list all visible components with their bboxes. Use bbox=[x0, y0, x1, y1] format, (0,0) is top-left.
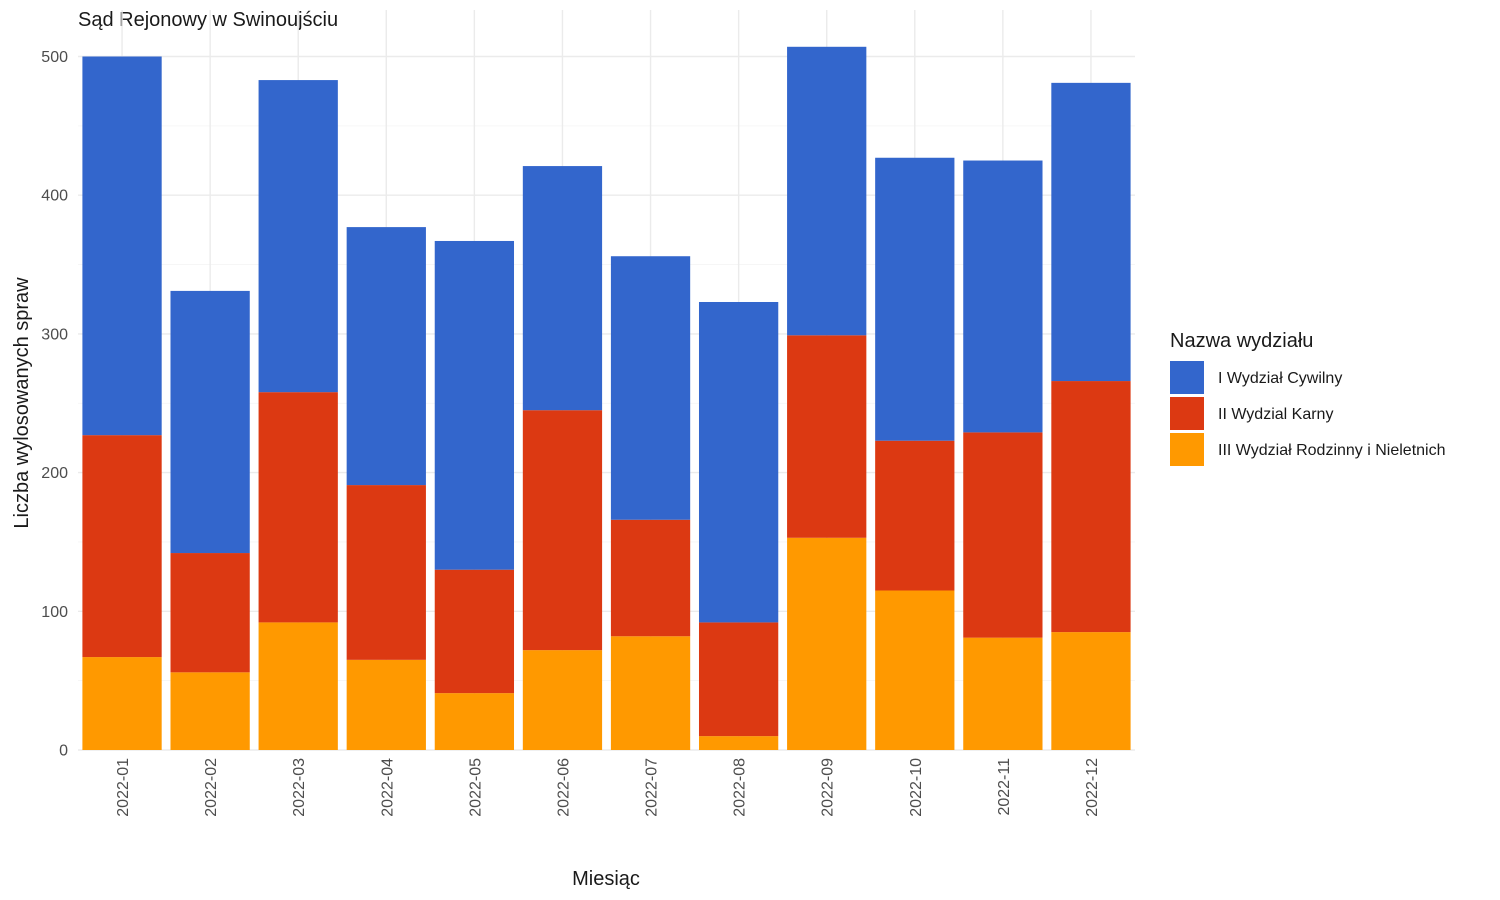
x-tick-label: 2022-09 bbox=[820, 758, 837, 817]
bar-segment bbox=[1051, 632, 1131, 750]
bar-segment bbox=[787, 335, 867, 538]
bar-segment bbox=[1051, 82, 1131, 382]
bar-segment bbox=[875, 440, 955, 591]
x-tick-label: 2022-12 bbox=[1084, 758, 1101, 817]
legend-swatch bbox=[1170, 397, 1204, 430]
bar-segment bbox=[170, 553, 250, 673]
bar-segment bbox=[787, 46, 867, 336]
bar-segment bbox=[258, 622, 338, 750]
bar-segment bbox=[610, 636, 691, 750]
bar-segment bbox=[1051, 381, 1131, 633]
bar-segment bbox=[82, 56, 162, 436]
bar-segment bbox=[434, 693, 515, 750]
bar-segment bbox=[346, 659, 426, 750]
bar-segment bbox=[610, 519, 691, 637]
bar-segment bbox=[434, 569, 515, 694]
legend-label: I Wydział Cywilny bbox=[1218, 370, 1342, 387]
bar-segment bbox=[522, 410, 603, 651]
legend-title: Nazwa wydziału bbox=[1170, 330, 1313, 352]
legend-label: III Wydział Rodzinny i Nieletnich bbox=[1218, 442, 1446, 459]
x-axis-ticks: 2022-01 2022-02 2022-03 2022-04 2022-05 2022-… bbox=[115, 758, 1101, 817]
bar-segment bbox=[434, 240, 515, 570]
bar-segment bbox=[82, 657, 162, 750]
x-tick-label: 2022-10 bbox=[908, 758, 925, 817]
y-axis-title: Liczba wylosowanych spraw bbox=[11, 277, 33, 529]
bar-segment bbox=[963, 637, 1043, 750]
x-tick-label: 2022-04 bbox=[379, 758, 396, 817]
bar-segment bbox=[698, 622, 779, 737]
x-axis-title: Miesiąc bbox=[572, 868, 640, 890]
bar-segment bbox=[875, 157, 955, 441]
bar-segment bbox=[698, 301, 779, 623]
y-axis-ticks: 0 100 200 300 400 500 bbox=[41, 49, 68, 760]
y-tick-label: 400 bbox=[41, 188, 68, 205]
x-tick-label: 2022-02 bbox=[203, 758, 220, 817]
x-tick-label: 2022-08 bbox=[732, 758, 749, 817]
chart-title: Sąd Rejonowy w Swinoujściu bbox=[78, 9, 338, 31]
legend-label: II Wydzial Karny bbox=[1218, 406, 1333, 423]
bar-segment bbox=[346, 227, 426, 486]
bar-segment bbox=[698, 736, 779, 750]
y-tick-label: 100 bbox=[41, 604, 68, 621]
legend: Nazwa wydziału I Wydział Cywilny II Wydzi… bbox=[1170, 330, 1446, 466]
y-tick-label: 500 bbox=[41, 49, 68, 66]
x-tick-label: 2022-03 bbox=[291, 758, 308, 817]
x-tick-label: 2022-06 bbox=[555, 758, 572, 817]
bar-segment bbox=[963, 160, 1043, 433]
bar-segment bbox=[522, 166, 603, 411]
bar-segment bbox=[82, 435, 162, 658]
bar-segment bbox=[875, 590, 955, 750]
bar-segment bbox=[610, 256, 691, 520]
y-tick-label: 0 bbox=[59, 743, 68, 760]
bar-segment bbox=[170, 290, 250, 554]
bars bbox=[82, 46, 1131, 750]
x-tick-label: 2022-07 bbox=[644, 758, 661, 817]
bar-segment bbox=[170, 672, 250, 750]
y-tick-label: 200 bbox=[41, 465, 68, 482]
bar-segment bbox=[787, 537, 867, 750]
bar-segment bbox=[346, 485, 426, 660]
bar-segment bbox=[258, 392, 338, 623]
bar-segment bbox=[963, 432, 1043, 638]
x-tick-label: 2022-05 bbox=[467, 758, 484, 817]
y-tick-label: 300 bbox=[41, 326, 68, 343]
legend-swatch bbox=[1170, 433, 1204, 466]
bar-segment bbox=[522, 650, 603, 750]
x-tick-label: 2022-11 bbox=[996, 758, 1013, 816]
bar-segment bbox=[258, 80, 338, 393]
legend-swatch bbox=[1170, 361, 1204, 394]
x-tick-label: 2022-01 bbox=[115, 758, 132, 817]
